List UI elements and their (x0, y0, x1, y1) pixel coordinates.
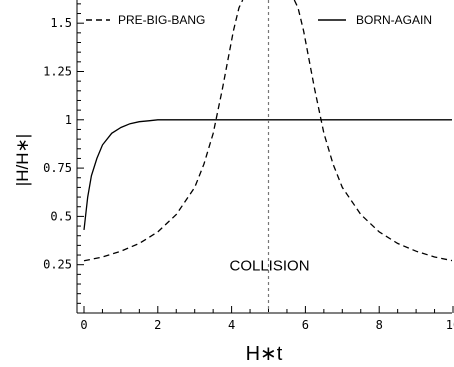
born-again-series-line (83, 119, 452, 230)
x-tick-label: 0 (80, 318, 87, 332)
collision-annotation: COLLISION (230, 258, 310, 275)
y-tick-label: 0.5 (50, 209, 72, 223)
x-tick-label: 4 (228, 318, 235, 332)
legend-label-pre-big-bang: PRE-BIG-BANG (118, 13, 205, 27)
pre-big-bang-series-line-1 (83, 0, 244, 262)
y-tick-label: 0.75 (43, 161, 72, 175)
pre-big-bang-series-line-2 (293, 0, 452, 262)
y-tick-label: 1.25 (43, 64, 72, 78)
x-tick-label: 10 (446, 318, 454, 332)
x-tick-label: 2 (154, 318, 161, 332)
legend-label-born-again: BORN-AGAIN (356, 13, 432, 27)
y-tick-label: 1 (65, 113, 72, 127)
axis-ticks: 0.25 0.5 0.75 1 1.25 1.5 0 2 4 6 8 10 (43, 3, 454, 332)
series-layer (83, 0, 452, 262)
y-tick-label: 0.25 (43, 258, 72, 272)
legend: PRE-BIG-BANG BORN-AGAIN (86, 13, 432, 27)
x-tick-label: 8 (376, 318, 383, 332)
x-tick-label: 6 (302, 318, 309, 332)
y-axis-label: |H/H∗| (13, 134, 32, 186)
y-tick-label: 1.5 (50, 16, 72, 30)
x-axis-label: H∗t (246, 343, 283, 365)
